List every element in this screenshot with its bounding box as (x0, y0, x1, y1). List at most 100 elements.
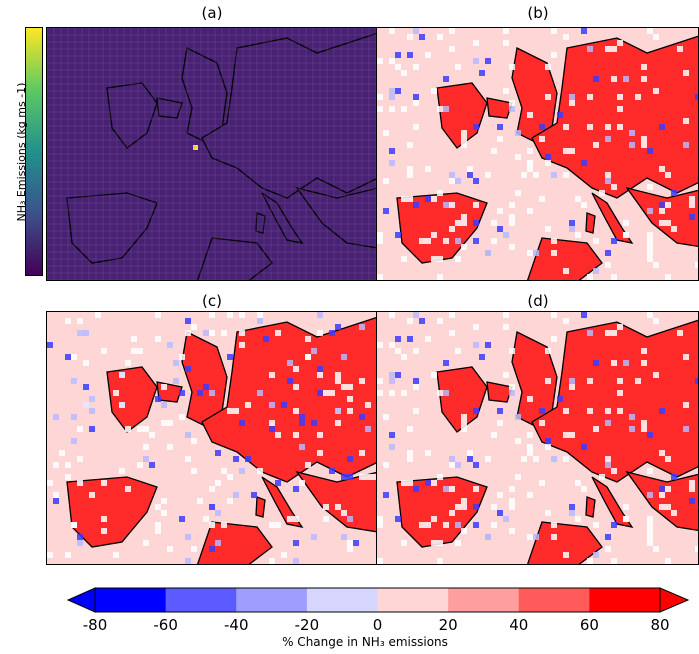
grid-cell (407, 450, 413, 456)
grid-cell (485, 58, 491, 64)
grid-cell (167, 546, 173, 552)
grid-cell (683, 426, 689, 432)
grid-cell (647, 232, 653, 238)
grid-cell (137, 462, 143, 468)
grid-cell (641, 420, 647, 426)
grid-cell (365, 402, 371, 408)
colorbar-segment (165, 588, 237, 612)
grid-cell (173, 378, 179, 384)
grid-cell (539, 124, 545, 130)
grid-cell (185, 366, 191, 372)
grid-cell (527, 534, 533, 540)
grid-cell (467, 564, 473, 565)
grid-cell (449, 46, 455, 52)
grid-cell (341, 534, 347, 540)
grid-cell (389, 444, 395, 450)
grid-cell (527, 250, 533, 256)
grid-cell (443, 486, 449, 492)
grid-cell (77, 534, 83, 540)
grid-cell (185, 432, 191, 438)
grid-cell (497, 136, 503, 142)
grid-cell (671, 190, 677, 196)
grid-cell (593, 426, 599, 432)
grid-cell (71, 354, 77, 360)
grid-cell (227, 474, 233, 480)
grid-cell (119, 468, 125, 474)
grid-cell (671, 510, 677, 516)
grid-cell (473, 202, 479, 208)
panel-a-title: (a) (201, 4, 223, 22)
grid-cell (617, 124, 623, 130)
grid-cell (443, 390, 449, 396)
grid-cell (647, 238, 653, 244)
grid-lines (47, 28, 376, 280)
grid-cell (89, 396, 95, 402)
grid-cell (449, 178, 455, 184)
grid-cell (317, 390, 323, 396)
grid-cell (173, 360, 179, 366)
grid-cell (563, 552, 569, 558)
grid-cell (545, 160, 551, 166)
grid-cell (413, 64, 419, 70)
grid-cell (575, 196, 581, 202)
grid-cell (269, 402, 275, 408)
grid-cell (455, 238, 461, 244)
grid-cell (209, 486, 215, 492)
grid-cell (395, 372, 401, 378)
grid-cell (473, 238, 479, 244)
grid-cell (461, 130, 467, 136)
grid-cell (647, 468, 653, 474)
grid-cell (503, 324, 509, 330)
grid-cell (407, 196, 413, 202)
grid-cell (323, 516, 329, 522)
grid-cell (461, 498, 467, 504)
grid-cell (509, 100, 515, 106)
grid-cell (689, 202, 695, 208)
grid-cell (383, 462, 389, 468)
grid-cell (335, 378, 341, 384)
grid-cell (221, 468, 227, 474)
grid-cell (437, 34, 443, 40)
grid-cell (347, 516, 353, 522)
grid-cell (119, 372, 125, 378)
grid-cell (83, 360, 89, 366)
grid-cell (485, 172, 491, 178)
grid-cell (461, 244, 467, 250)
grid-cell (461, 414, 467, 420)
panel-b-title: (b) (527, 4, 549, 22)
grid-cell (509, 202, 515, 208)
grid-cell (647, 208, 653, 214)
grid-cell (635, 378, 641, 384)
grid-cell (551, 238, 557, 244)
land-region (625, 470, 698, 532)
land-region (261, 476, 304, 528)
panel-c-title: (c) (202, 292, 222, 310)
grid-cell (335, 420, 341, 426)
grid-cell (335, 504, 341, 510)
grid-cell (647, 492, 653, 498)
grid-cell (473, 486, 479, 492)
grid-cell (239, 342, 245, 348)
grid-cell (575, 516, 581, 522)
grid-cell (269, 420, 275, 426)
grid-cell (425, 166, 431, 172)
grid-cell (629, 426, 635, 432)
grid-cell (461, 420, 467, 426)
colorbar-extend-max (659, 587, 690, 613)
grid-cell (161, 384, 167, 390)
grid-cell (695, 94, 698, 100)
grid-cell (659, 202, 665, 208)
grid-cell (527, 450, 533, 456)
grid-cell (599, 474, 605, 480)
grid-cell (665, 456, 671, 462)
grid-cell (563, 124, 569, 130)
grid-cell (101, 528, 107, 534)
grid-cell (317, 330, 323, 336)
land-region (526, 237, 603, 280)
grid-cell (389, 342, 395, 348)
grid-cell (89, 426, 95, 432)
grid-cell (497, 208, 503, 214)
grid-cell (425, 238, 431, 244)
grid-cell (407, 480, 413, 486)
grid-cell (647, 250, 653, 256)
